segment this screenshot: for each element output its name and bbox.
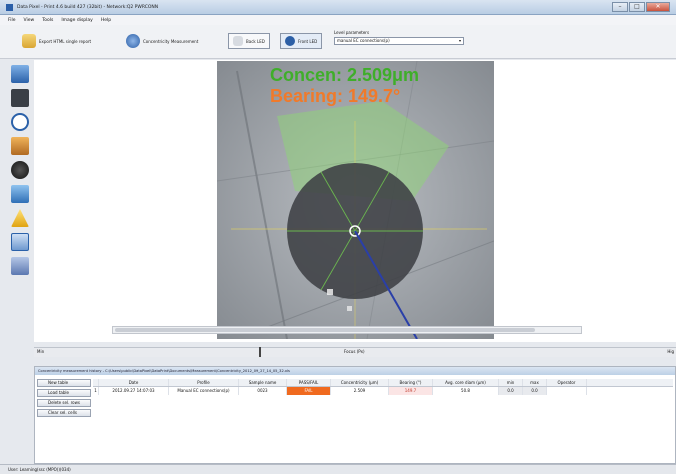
- bearing-readout: Bearing: 149.7°: [270, 86, 401, 106]
- panel-title: Concentricity measurement history - C:\U…: [35, 367, 675, 375]
- app-icon: [6, 3, 13, 11]
- cell-profile[interactable]: Manual EC connections(p): [169, 387, 239, 395]
- delete-rows-label: Delete sel. rows: [48, 400, 80, 405]
- window-title: Data Pixel - Print 4.6 build 427 (32bit)…: [17, 4, 159, 10]
- load-table-button[interactable]: Load table: [37, 389, 91, 397]
- scroll-thumb[interactable]: [115, 328, 535, 332]
- export-icon: [22, 34, 36, 48]
- cell-operator[interactable]: [547, 387, 587, 395]
- load-table-label: Load table: [48, 390, 69, 395]
- menu-help[interactable]: Help: [100, 17, 112, 23]
- status-text: User: Learning(ssc (MPO))(034): [8, 467, 71, 472]
- chevron-down-icon: ▾: [458, 38, 461, 43]
- people-icon[interactable]: [11, 137, 29, 155]
- column-header[interactable]: Avg. core diam (μm): [433, 379, 499, 386]
- minimize-button[interactable]: –: [612, 2, 628, 12]
- front-led-label: Front LED: [298, 38, 318, 44]
- concentricity-measurement-button[interactable]: Concentricity Measurement: [126, 34, 198, 48]
- cell-core-diam[interactable]: 50.8: [433, 387, 499, 395]
- clear-cells-button[interactable]: Clear sel. cells: [37, 409, 91, 417]
- new-table-button[interactable]: New table: [37, 379, 91, 387]
- export-report-label: Export HTML single report: [39, 38, 92, 44]
- slider-min-label: Min: [37, 349, 45, 354]
- slider-thumb[interactable]: [259, 347, 261, 357]
- slider-max-label: Hig: [667, 349, 674, 354]
- monitor-icon[interactable]: [11, 89, 29, 107]
- tools-icon[interactable]: [11, 257, 29, 275]
- new-table-label: New table: [48, 380, 69, 385]
- status-bar: User: Learning(ssc (MPO))(034): [0, 464, 676, 474]
- bearing-vector: [354, 230, 418, 339]
- cell-bearing[interactable]: 149.7: [389, 387, 433, 395]
- column-header[interactable]: Operator: [547, 379, 587, 386]
- title-bar: Data Pixel - Print 4.6 build 427 (32bit)…: [0, 0, 676, 15]
- back-led-label: Back LED: [246, 38, 265, 44]
- clear-cells-label: Clear sel. cells: [48, 410, 77, 415]
- front-led-icon: [285, 36, 295, 46]
- cell-sample-name[interactable]: 0023: [239, 387, 287, 395]
- close-button[interactable]: ✕: [646, 2, 670, 12]
- window-controls: – □ ✕: [612, 2, 670, 12]
- column-header[interactable]: Sample name: [239, 379, 287, 386]
- row-index: 1: [93, 387, 99, 395]
- focus-slider[interactable]: Min Focus (Px) Hig: [34, 347, 676, 357]
- concentricity-measurement-label: Concentricity Measurement: [143, 38, 199, 44]
- cell-max[interactable]: 0.0: [523, 387, 547, 395]
- column-header[interactable]: Profile: [169, 379, 239, 386]
- table-row[interactable]: 1 2012.09.27 14:07:03 Manual EC connecti…: [93, 387, 673, 395]
- maximize-button[interactable]: □: [629, 2, 645, 12]
- fiber-endface-image[interactable]: [217, 61, 494, 339]
- menu-tools[interactable]: Tools: [42, 17, 54, 23]
- delete-rows-button[interactable]: Delete sel. rows: [37, 399, 91, 407]
- tool-sidebar: [8, 62, 32, 312]
- fiber-core-marker: [349, 225, 361, 237]
- fiber-endface-drawing: [217, 61, 494, 339]
- chart-icon[interactable]: [11, 185, 29, 203]
- slider-center-label: Focus (Px): [344, 349, 365, 354]
- manual-profile-select[interactable]: manual EC connections(p) ▾: [334, 37, 464, 45]
- export-report-button[interactable]: Export HTML single report: [22, 34, 91, 48]
- cell-pass-fail[interactable]: FAIL: [287, 387, 331, 395]
- manual-profile-value: manual EC connections(p): [337, 38, 390, 43]
- column-header[interactable]: Concentricity (μm): [331, 379, 389, 386]
- history-table: Date Profile Sample name PASS/FAIL Conce…: [93, 379, 673, 395]
- cell-date[interactable]: 2012.09.27 14:07:03: [99, 387, 169, 395]
- edit-icon[interactable]: [11, 65, 29, 83]
- measure-icon[interactable]: [11, 233, 29, 251]
- column-header[interactable]: PASS/FAIL: [287, 379, 331, 386]
- fiber-icon[interactable]: [11, 161, 29, 179]
- column-header[interactable]: Date: [99, 379, 169, 386]
- concentricity-readout: Concen: 2.509μm: [270, 65, 420, 85]
- warning-icon[interactable]: [11, 209, 29, 227]
- toolbar: Export HTML single report Concentricity …: [0, 25, 676, 59]
- menu-file[interactable]: File: [8, 17, 16, 23]
- menu-bar: File View Tools Image display Help: [0, 15, 676, 25]
- menu-image-display[interactable]: Image display: [61, 17, 93, 23]
- cell-concentricity[interactable]: 2.509: [331, 387, 389, 395]
- column-header[interactable]: max: [523, 379, 547, 386]
- led-icon: [233, 36, 243, 46]
- column-header: [93, 379, 99, 386]
- back-led-button[interactable]: Back LED: [228, 33, 270, 49]
- menu-view[interactable]: View: [23, 17, 35, 23]
- concentricity-icon: [126, 34, 140, 48]
- cell-min[interactable]: 0.0: [499, 387, 523, 395]
- front-led-button[interactable]: Front LED: [280, 33, 323, 49]
- table-header: Date Profile Sample name PASS/FAIL Conce…: [93, 379, 673, 387]
- column-header[interactable]: min: [499, 379, 523, 386]
- measurement-history-panel: Concentricity measurement history - C:\U…: [34, 366, 676, 464]
- column-header[interactable]: Bearing (°): [389, 379, 433, 386]
- clock-icon[interactable]: [11, 113, 29, 131]
- level-parameters-label: Level parameters: [334, 30, 370, 35]
- horizontal-scrollbar[interactable]: [112, 326, 582, 334]
